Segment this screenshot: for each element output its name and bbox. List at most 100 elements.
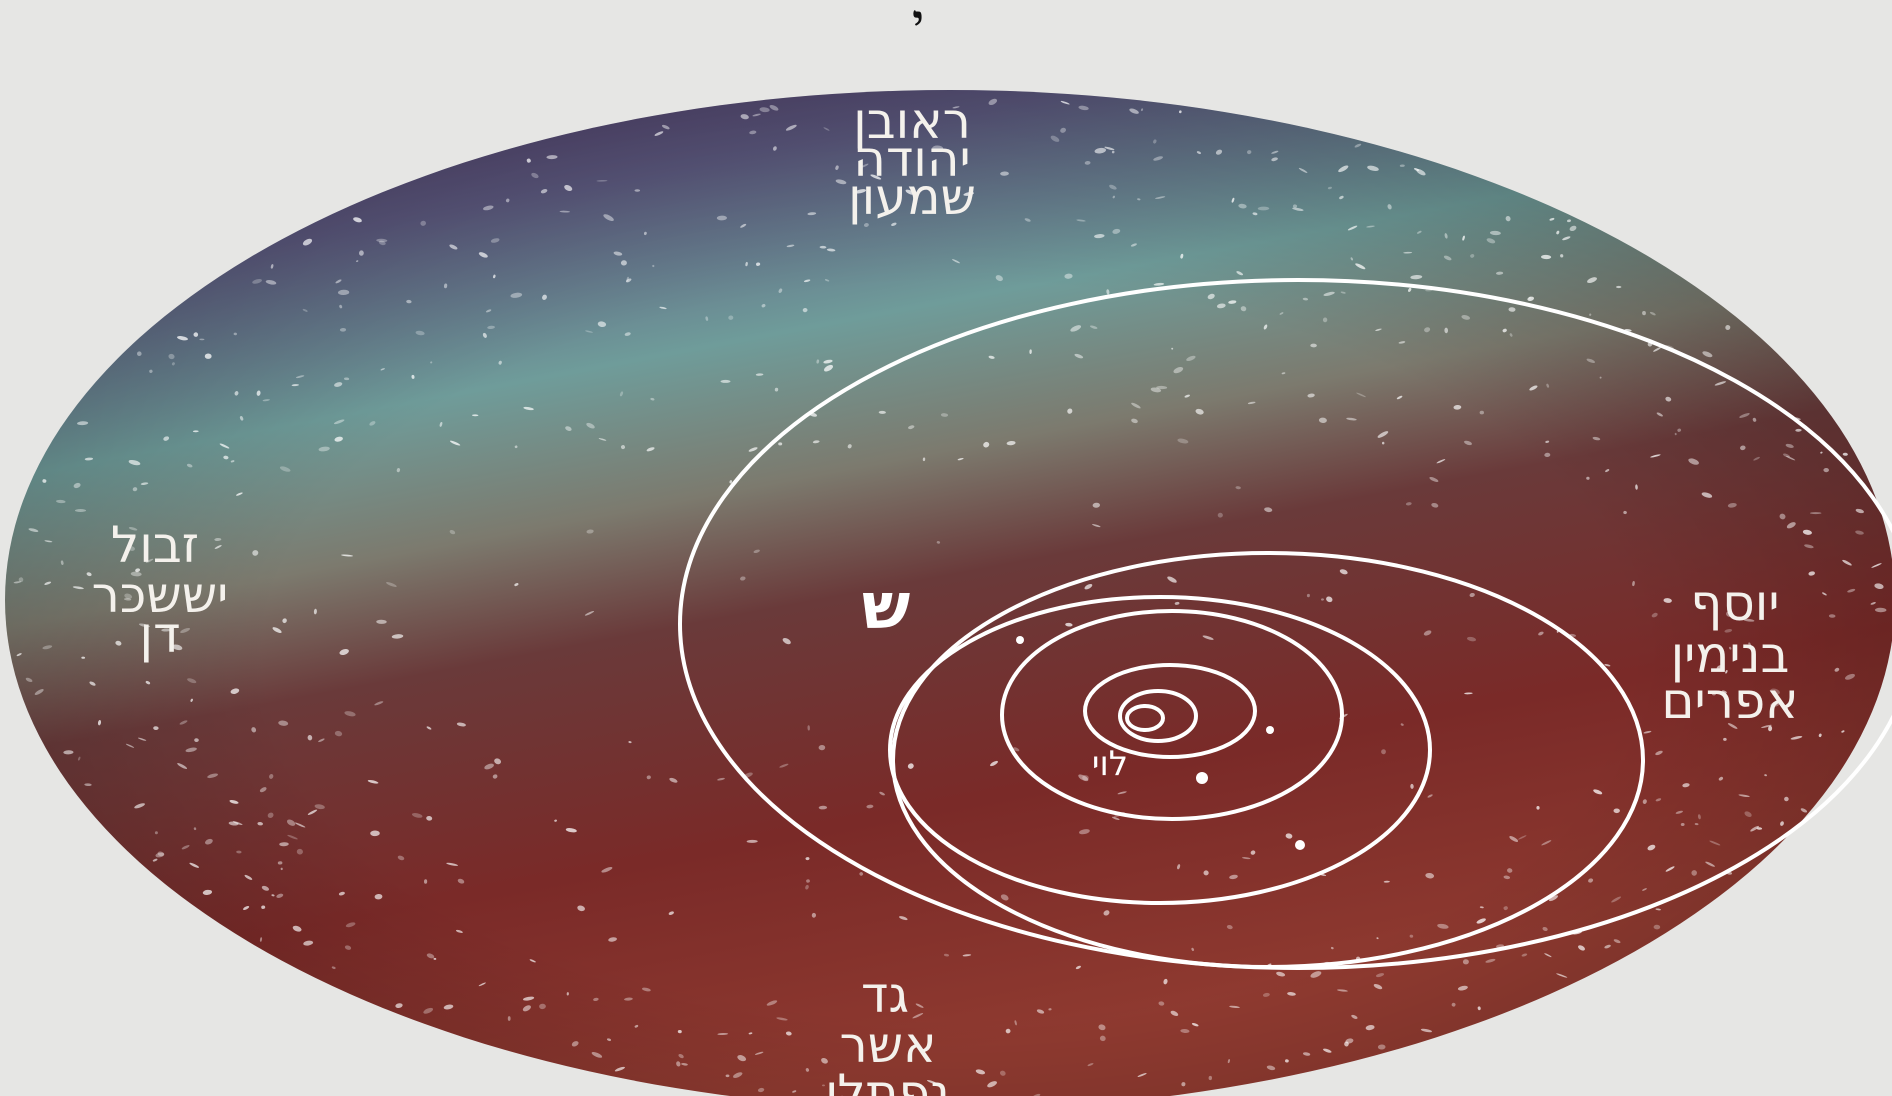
speckle <box>759 107 770 113</box>
speckle <box>128 459 141 466</box>
tribe-label: זבול <box>111 516 199 574</box>
speckle <box>1694 823 1699 826</box>
speckle <box>1823 467 1829 473</box>
speckle <box>539 1003 546 1010</box>
speckle <box>25 677 33 683</box>
speckle <box>606 1038 612 1042</box>
speckle <box>1156 385 1168 390</box>
speckle <box>988 355 995 359</box>
tribe-label: בנימין <box>1671 626 1790 684</box>
speckle <box>1050 135 1060 142</box>
speckle <box>1808 571 1815 576</box>
speckle <box>214 537 222 542</box>
speckle <box>1276 971 1286 977</box>
speckle <box>1697 814 1701 820</box>
speckle <box>1604 664 1611 667</box>
speckle <box>754 1051 764 1055</box>
speckle <box>1742 618 1755 622</box>
center-label-levi: לוי <box>1092 744 1128 784</box>
speckle <box>1271 150 1279 154</box>
speckle <box>746 839 758 843</box>
speckle <box>1548 895 1559 902</box>
speckle <box>1177 864 1181 870</box>
speckle <box>380 368 385 371</box>
speckle <box>449 529 456 535</box>
speckle <box>1643 730 1652 734</box>
speckle <box>89 681 96 686</box>
speckle <box>1191 947 1195 952</box>
orbit-dot <box>1295 840 1305 850</box>
speckle <box>847 444 852 449</box>
speckle <box>1623 510 1627 515</box>
speckle <box>756 262 761 266</box>
speckle <box>1350 257 1353 261</box>
tribe-label: אפרים <box>1661 672 1798 730</box>
speckle <box>1074 353 1084 359</box>
speckle <box>415 330 425 336</box>
speckle <box>265 279 277 285</box>
speckle <box>643 231 647 236</box>
speckle <box>137 737 147 741</box>
speckle <box>1847 588 1856 593</box>
tribe-label: אשר <box>839 1016 936 1074</box>
speckle <box>252 278 262 284</box>
speckle <box>369 421 376 426</box>
speckle <box>1178 110 1182 114</box>
speckle <box>646 447 655 452</box>
speckle <box>72 586 84 590</box>
speckle <box>376 238 388 243</box>
speckle <box>1292 204 1298 209</box>
speckle <box>854 189 867 194</box>
speckle <box>1809 512 1822 515</box>
speckle <box>374 893 383 900</box>
speckle <box>251 727 257 733</box>
speckle <box>163 436 170 441</box>
speckle <box>168 353 175 360</box>
speckle <box>280 867 283 871</box>
speckle <box>634 1024 639 1028</box>
speckle <box>13 581 22 584</box>
speckle <box>1616 285 1622 289</box>
speckle <box>870 174 882 180</box>
speckle <box>753 549 760 554</box>
speckle <box>97 720 102 726</box>
speckle <box>1589 313 1592 316</box>
speckle <box>1400 723 1404 726</box>
speckle <box>745 261 748 267</box>
speckle <box>1541 254 1552 260</box>
speckle <box>1420 1028 1433 1033</box>
speckle <box>654 131 664 136</box>
speckle <box>1724 629 1733 633</box>
speckle <box>1279 312 1284 315</box>
speckle <box>296 848 303 855</box>
speckle <box>507 1016 511 1021</box>
orbit-dots <box>1016 636 1305 850</box>
speckle <box>824 279 830 282</box>
speckle <box>936 541 941 544</box>
speckle <box>134 803 145 809</box>
speckle <box>28 528 39 533</box>
speckle <box>641 987 651 992</box>
speckle <box>1318 417 1327 424</box>
speckle <box>243 906 250 910</box>
speckle <box>420 220 426 226</box>
speckle <box>353 217 362 223</box>
speckle <box>1691 870 1697 876</box>
speckle <box>1153 282 1165 286</box>
speckle <box>386 582 397 587</box>
speckle <box>1235 486 1241 490</box>
speckle <box>1790 736 1803 740</box>
speckle <box>835 165 839 170</box>
speckle <box>1549 217 1555 221</box>
speckle <box>802 307 808 313</box>
speckle <box>1109 184 1117 190</box>
speckle <box>1048 1008 1052 1011</box>
tribe-label: שמעון <box>848 168 976 226</box>
speckle <box>1546 383 1550 388</box>
speckle <box>752 113 761 117</box>
speckle <box>1431 502 1439 508</box>
speckle <box>1098 1024 1106 1031</box>
speckle <box>565 426 572 431</box>
speckle <box>514 583 519 587</box>
speckle <box>130 571 142 577</box>
